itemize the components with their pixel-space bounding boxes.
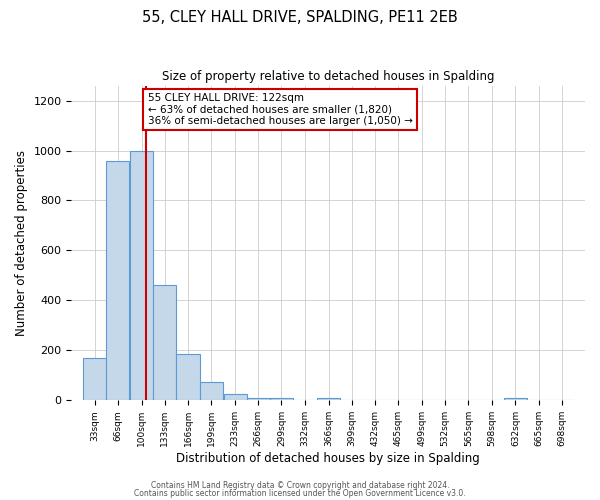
Text: 55, CLEY HALL DRIVE, SPALDING, PE11 2EB: 55, CLEY HALL DRIVE, SPALDING, PE11 2EB [142,10,458,25]
Bar [247,398,270,400]
Text: 55 CLEY HALL DRIVE: 122sqm
← 63% of detached houses are smaller (1,820)
36% of s: 55 CLEY HALL DRIVE: 122sqm ← 63% of deta… [148,93,413,126]
Bar [176,354,200,401]
Bar [130,150,153,400]
Title: Size of property relative to detached houses in Spalding: Size of property relative to detached ho… [162,70,494,83]
Text: Contains public sector information licensed under the Open Government Licence v3: Contains public sector information licen… [134,489,466,498]
Bar [153,286,176,401]
Bar [83,358,106,401]
Y-axis label: Number of detached properties: Number of detached properties [15,150,28,336]
Bar [200,382,223,400]
Text: Contains HM Land Registry data © Crown copyright and database right 2024.: Contains HM Land Registry data © Crown c… [151,480,449,490]
Bar [270,398,293,400]
Bar [224,394,247,400]
Bar [317,398,340,400]
X-axis label: Distribution of detached houses by size in Spalding: Distribution of detached houses by size … [176,452,480,465]
Bar [106,160,130,400]
Bar [504,398,527,400]
